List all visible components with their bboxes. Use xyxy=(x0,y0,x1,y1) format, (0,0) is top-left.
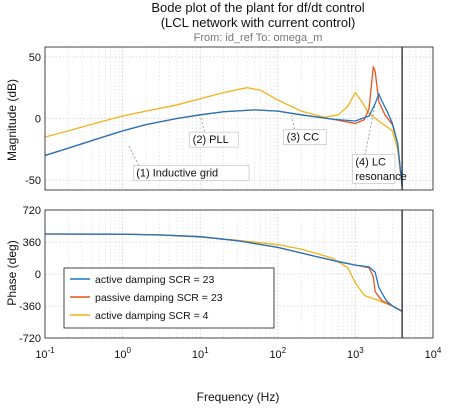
phase-y-tick-label: -720 xyxy=(19,333,41,345)
legend-entry: active damping SCR = 23 xyxy=(95,274,215,286)
phase-y-tick-label: 720 xyxy=(23,205,41,217)
magnitude-y-tick-label: 50 xyxy=(29,52,41,64)
legend-box xyxy=(63,267,275,329)
phase-y-tick-label: 0 xyxy=(35,269,41,281)
chart-legend: active damping SCR = 23 passive damping S… xyxy=(63,267,275,329)
x-axis-label: Frequency (Hz) xyxy=(197,390,280,404)
annotation-box xyxy=(352,154,396,184)
from-to-label: From: id_ref To: omega_m xyxy=(194,32,323,44)
magnitude-y-tick-label: 0 xyxy=(35,114,41,126)
phase-series-group xyxy=(45,233,403,312)
x-tick-label: 102 xyxy=(269,346,286,361)
phase-axis-label: Phase (deg) xyxy=(5,240,19,305)
legend-entry: passive damping SCR = 23 xyxy=(95,292,223,304)
x-tick-label: 103 xyxy=(347,346,364,361)
annotation-box xyxy=(132,165,250,181)
magnitude-series-line xyxy=(45,93,403,187)
x-tick-label: 101 xyxy=(192,346,209,361)
magnitude-series-line xyxy=(45,87,403,187)
x-tick-label: 104 xyxy=(425,346,442,361)
x-tick-label: 10-1 xyxy=(35,346,55,361)
magnitude-frame xyxy=(44,46,434,191)
annotation-arrow xyxy=(363,103,376,160)
magnitude-axis-label: Magnitude (dB) xyxy=(5,79,19,161)
phase-y-tick-label: -360 xyxy=(19,301,41,313)
magnitude-series-group xyxy=(45,66,403,187)
annotation-label: (2) PLL xyxy=(193,134,229,146)
annotation-box xyxy=(283,129,327,145)
x-tick-label: 100 xyxy=(114,346,131,361)
chart-subtitle: (LCL network with current control) xyxy=(161,15,356,30)
magnitude-y-tick-label: -50 xyxy=(25,175,41,187)
annotation-label: (1) Inductive grid xyxy=(136,167,218,179)
annotation-label: resonance xyxy=(355,171,406,183)
chart-title: Bode plot of the plant for df/dt control xyxy=(151,0,364,15)
annotation-box xyxy=(189,131,239,148)
magnitude-panel: 50 0 -50 (1) Inductive grid (2) PLL (3) CC (4)… xyxy=(25,46,434,191)
phase-y-tick-label: 360 xyxy=(23,237,41,249)
phase-series-line xyxy=(45,233,403,312)
annotation-label: (4) LC xyxy=(355,156,386,168)
phase-frame xyxy=(44,209,434,339)
legend-entry: active damping SCR = 4 xyxy=(95,310,209,322)
annotation-label: (3) CC xyxy=(287,132,319,144)
